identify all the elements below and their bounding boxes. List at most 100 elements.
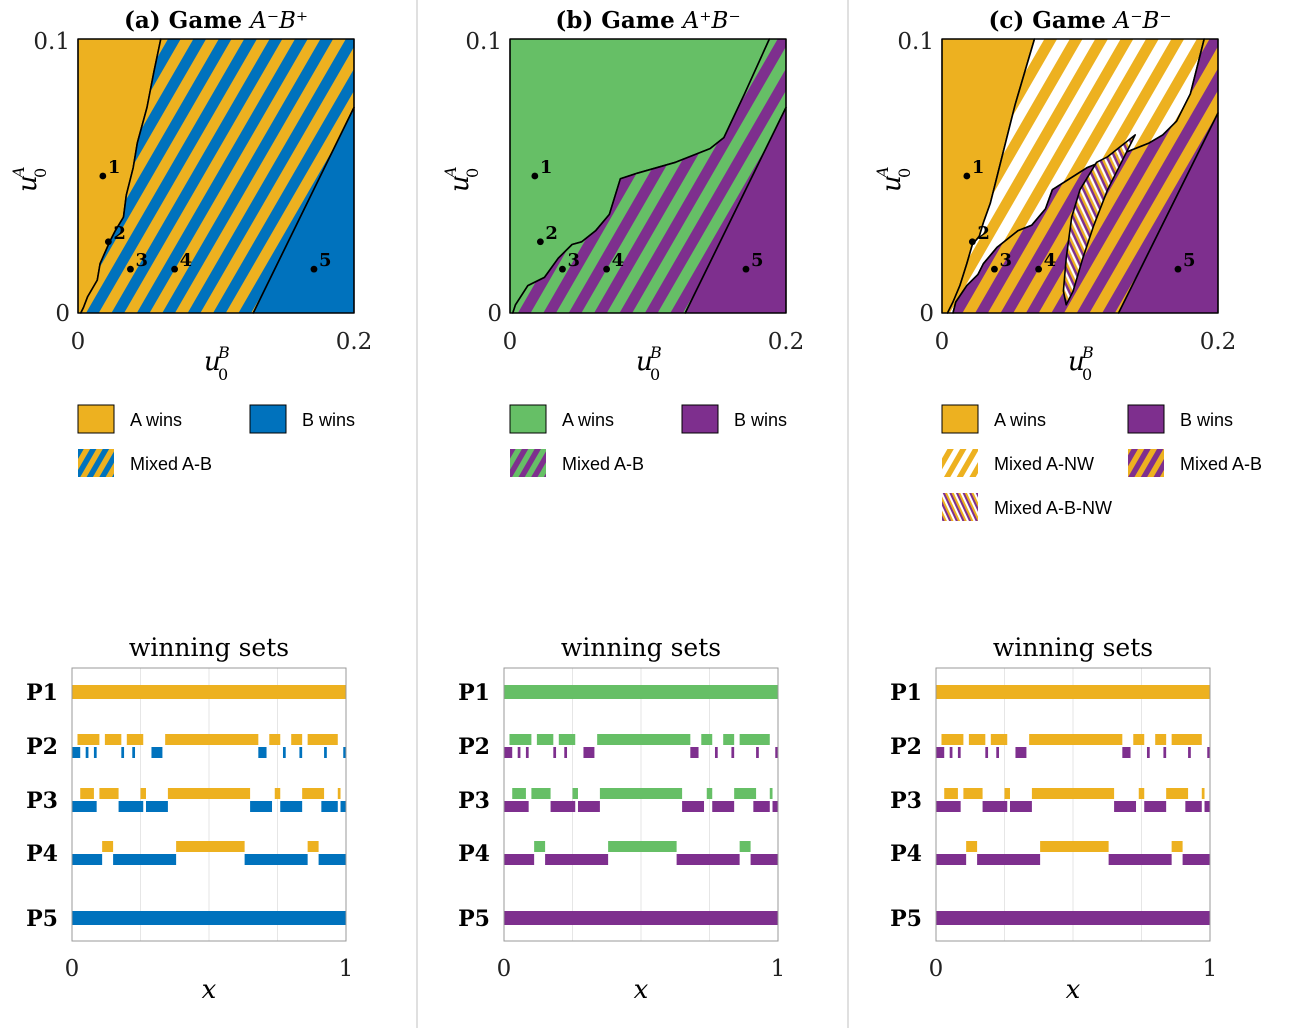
legend-swatch-b	[1127, 404, 1165, 434]
regions	[77, 38, 355, 314]
set-segment-P2-b-8	[1163, 747, 1167, 758]
set-segment-P4-a-2	[1171, 841, 1183, 852]
set-segment-P2-b-6	[1122, 747, 1131, 758]
set-segment-P3-a-1	[963, 788, 983, 799]
point-label-5: 5	[1183, 250, 1196, 271]
set-segment-P4-b-0	[936, 854, 967, 865]
y-tick-0: 0	[55, 301, 70, 327]
point-1	[99, 172, 107, 180]
set-segment-P2-b-5	[151, 747, 163, 758]
x-axis-label-sup: B	[1081, 343, 1094, 362]
set-segment-P2-a-4	[701, 734, 713, 745]
set-segment-P3-b-4	[280, 801, 303, 812]
set-segment-P2-a-4	[1133, 734, 1145, 745]
point-label-4: 4	[1044, 250, 1057, 271]
set-segment-P4-a-0	[966, 841, 978, 852]
set-segment-P2-b-7	[714, 747, 718, 758]
regions	[509, 38, 787, 314]
x-axis-label-sup: B	[649, 343, 662, 362]
set-segment-P1-a-0	[504, 685, 778, 699]
set-segment-P4-b-2	[1108, 854, 1172, 865]
set-segment-P2-a-0	[77, 734, 100, 745]
legend-label-abnw: Mixed A-B-NW	[994, 498, 1112, 518]
point-4	[1035, 265, 1042, 273]
set-segment-P2-b-3	[553, 747, 557, 758]
point-5	[1174, 265, 1182, 273]
set-segment-P2-b-3	[985, 747, 989, 758]
set-segment-P2-a-4	[269, 734, 281, 745]
point-2	[104, 238, 112, 246]
set-segment-P2-a-6	[307, 734, 338, 745]
y-axis-label-sub: 0	[895, 168, 914, 178]
set-segment-P3-a-6	[769, 788, 773, 799]
sets-x-axis-label: x	[202, 975, 217, 1005]
row-label-P4: P4	[890, 841, 922, 867]
set-segment-P2-a-3	[597, 734, 691, 745]
point-label-2: 2	[977, 223, 990, 244]
legend-swatch-a	[77, 404, 115, 434]
legend-swatch-a	[509, 404, 547, 434]
row-label-P5: P5	[26, 906, 58, 932]
legend-label-b: B wins	[302, 410, 355, 430]
set-segment-P4-b-3	[750, 854, 778, 865]
set-segment-P2-b-1	[85, 747, 89, 758]
set-segment-P3-a-2	[572, 788, 578, 799]
legend-label-a: A wins	[130, 410, 182, 430]
panel-dividers	[416, 0, 849, 1028]
set-segment-P4-a-1	[608, 841, 677, 852]
point-label-5: 5	[751, 250, 764, 271]
set-segment-P2-b-10	[343, 747, 346, 758]
sets-title: winning sets	[561, 633, 721, 662]
set-segment-P2-b-8	[299, 747, 303, 758]
set-segment-P2-a-5	[723, 734, 735, 745]
set-segment-P2-b-0	[72, 747, 81, 758]
legend: A wins B wins Mixed A-B	[77, 404, 355, 477]
y-axis-label: u0A	[873, 166, 914, 192]
point-label-3: 3	[567, 250, 580, 271]
set-segment-P2-b-5	[583, 747, 595, 758]
set-segment-P3-a-3	[599, 788, 683, 799]
set-segment-P2-a-2	[558, 734, 576, 745]
set-segment-P2-b-9	[324, 747, 327, 758]
set-segment-P2-b-0	[504, 747, 513, 758]
set-segment-P3-b-3	[250, 801, 273, 812]
set-segment-P3-b-5	[753, 801, 770, 812]
sets-frame	[503, 667, 779, 942]
set-segment-P2-a-3	[1029, 734, 1123, 745]
set-segment-P2-a-1	[536, 734, 554, 745]
point-label-2: 2	[545, 223, 558, 244]
set-segment-P3-b-5	[321, 801, 338, 812]
set-segment-P3-a-5	[302, 788, 325, 799]
set-segment-P2-b-3	[121, 747, 125, 758]
set-segment-P3-b-1	[982, 801, 1008, 812]
sets-x-axis-label: x	[634, 975, 649, 1005]
legend-swatch-ab	[510, 449, 546, 477]
set-segment-P1-a-0	[72, 685, 346, 699]
set-segment-P2-b-9	[756, 747, 759, 758]
point-1	[963, 172, 971, 180]
plot-frame	[77, 38, 355, 314]
set-segment-P2-b-10	[1207, 747, 1210, 758]
set-segment-P3-a-2	[140, 788, 146, 799]
y-tick-0: 0	[919, 301, 934, 327]
set-segment-P4-b-1	[977, 854, 1041, 865]
point-label-3: 3	[135, 250, 148, 271]
set-segment-P2-b-7	[1146, 747, 1150, 758]
set-segment-P4-a-2	[307, 841, 319, 852]
y-axis-label-main: u	[13, 175, 43, 192]
set-segment-P2-a-0	[941, 734, 964, 745]
legend-swatch-b	[249, 404, 287, 434]
x-tick-1: 0.2	[336, 329, 373, 355]
set-segment-P4-b-0	[72, 854, 103, 865]
set-segment-P3-b-6	[340, 801, 346, 812]
x-tick-1: 0.2	[768, 329, 805, 355]
set-segment-P2-a-2	[126, 734, 144, 745]
legend-label-a: A wins	[994, 410, 1046, 430]
set-segment-P2-b-2	[525, 747, 529, 758]
row-label-P2: P2	[26, 734, 58, 760]
y-axis-label-main: u	[877, 175, 907, 192]
set-segment-P3-a-3	[1031, 788, 1115, 799]
set-segment-P3-a-6	[1201, 788, 1205, 799]
set-segment-P3-b-4	[1144, 801, 1167, 812]
